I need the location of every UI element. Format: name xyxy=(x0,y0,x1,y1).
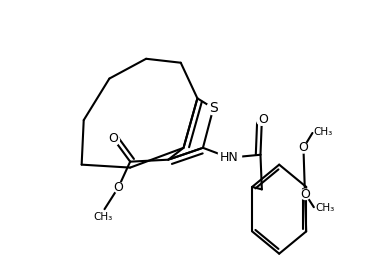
Text: O: O xyxy=(301,188,310,201)
Circle shape xyxy=(109,135,119,145)
Text: O: O xyxy=(108,132,118,145)
Text: HN: HN xyxy=(220,151,239,164)
Text: CH₃: CH₃ xyxy=(314,127,333,137)
Bar xyxy=(218,152,241,163)
Text: O: O xyxy=(298,141,309,154)
Circle shape xyxy=(113,182,123,193)
Text: CH₃: CH₃ xyxy=(94,212,113,222)
Text: O: O xyxy=(113,181,123,194)
Text: S: S xyxy=(209,101,218,115)
Text: CH₃: CH₃ xyxy=(315,203,334,213)
Circle shape xyxy=(257,115,267,125)
Text: O: O xyxy=(258,113,268,126)
Circle shape xyxy=(300,189,311,199)
Circle shape xyxy=(207,102,220,115)
Circle shape xyxy=(298,143,309,153)
